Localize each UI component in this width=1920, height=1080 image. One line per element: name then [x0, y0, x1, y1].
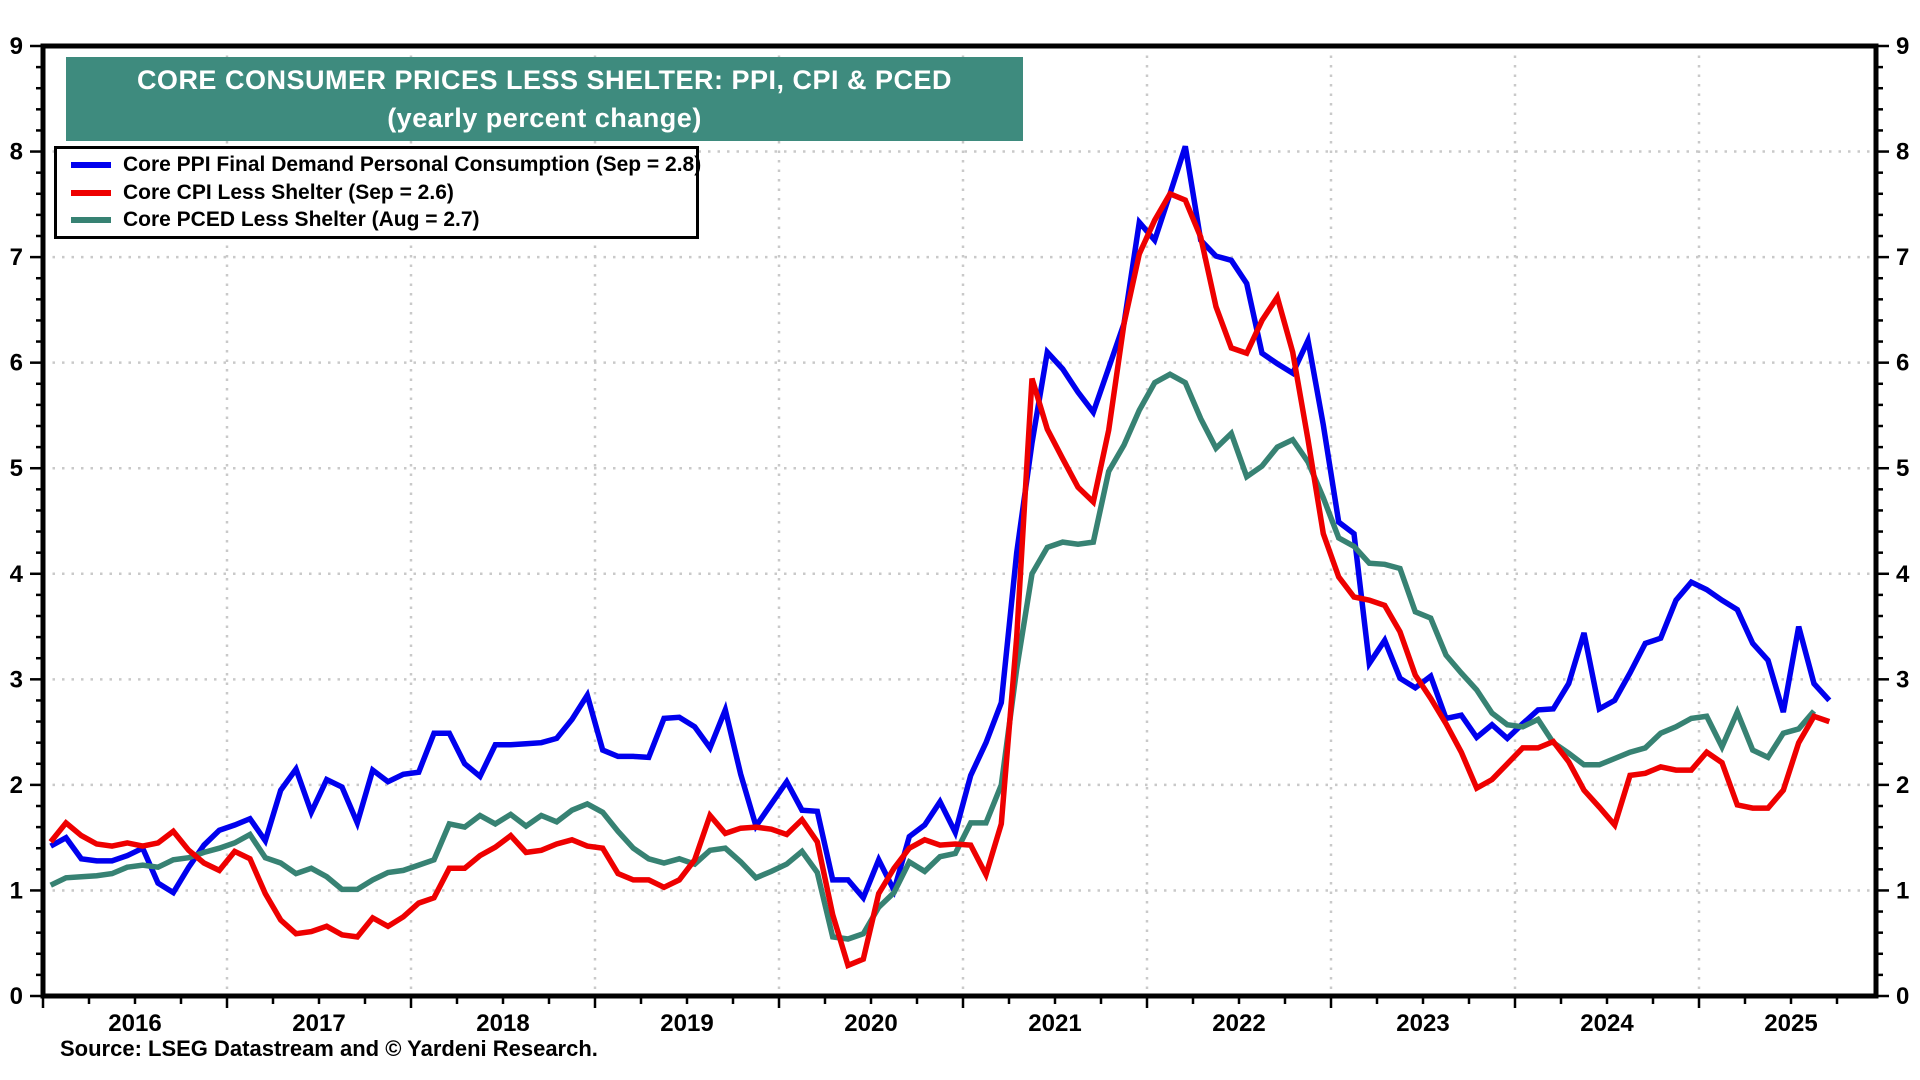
y-label-right-5: 5: [1896, 455, 1909, 482]
y-label-left-1: 1: [10, 877, 23, 904]
x-year-label-2019: 2019: [660, 1010, 713, 1037]
y-label-right-1: 1: [1896, 877, 1909, 904]
x-year-label-2022: 2022: [1212, 1010, 1265, 1037]
chart-title-line1: CORE CONSUMER PRICES LESS SHELTER: PPI, …: [136, 65, 953, 95]
y-label-right-9: 9: [1896, 33, 1909, 60]
pced-line: [49, 371, 1817, 942]
y-label-left-5: 5: [10, 455, 23, 482]
y-label-left-7: 7: [10, 244, 23, 271]
y-label-left-0: 0: [10, 983, 23, 1010]
y-label-right-7: 7: [1896, 244, 1909, 271]
ppi-line-swatch: [71, 162, 111, 169]
y-label-right-0: 0: [1896, 983, 1909, 1010]
y-label-left-3: 3: [10, 666, 23, 693]
y-label-left-4: 4: [10, 561, 24, 588]
y-label-left-2: 2: [10, 772, 23, 799]
x-year-label-2021: 2021: [1028, 1010, 1081, 1037]
legend-row-cpi: Core CPI Less Shelter (Sep = 2.6): [57, 180, 696, 206]
chart-frame: [40, 43, 1879, 999]
y-label-right-2: 2: [1896, 772, 1909, 799]
cpi-legend-label: Core CPI Less Shelter (Sep = 2.6): [123, 180, 454, 204]
ppi-line: [49, 145, 1832, 904]
x-year-label-2024: 2024: [1580, 1010, 1634, 1037]
legend-row-pced: Core PCED Less Shelter (Aug = 2.7): [57, 207, 696, 233]
y-label-right-8: 8: [1896, 139, 1909, 166]
cpi-line-swatch: [71, 189, 111, 196]
x-year-label-2017: 2017: [292, 1010, 345, 1037]
chart-title-band: CORE CONSUMER PRICES LESS SHELTER: PPI, …: [66, 57, 1023, 141]
ppi-legend-label: Core PPI Final Demand Personal Consumpti…: [123, 153, 702, 177]
y-label-right-4: 4: [1896, 561, 1910, 588]
legend: Core PPI Final Demand Personal Consumpti…: [54, 146, 701, 239]
y-label-left-6: 6: [10, 350, 23, 377]
y-label-left-9: 9: [10, 33, 23, 60]
x-year-label-2016: 2016: [108, 1010, 161, 1037]
x-year-label-2025: 2025: [1764, 1010, 1817, 1037]
source-attribution: Source: LSEG Datastream and © Yardeni Re…: [60, 1036, 598, 1061]
x-year-label-2020: 2020: [844, 1010, 897, 1037]
legend-row-ppi: Core PPI Final Demand Personal Consumpti…: [57, 152, 701, 178]
pced-line-swatch: [71, 216, 111, 223]
y-label-right-3: 3: [1896, 666, 1909, 693]
x-year-label-2018: 2018: [476, 1010, 529, 1037]
y-label-right-6: 6: [1896, 350, 1909, 377]
pced-legend-label: Core PCED Less Shelter (Aug = 2.7): [123, 207, 480, 231]
y-label-left-8: 8: [10, 139, 23, 166]
chart-title-line2: (yearly percent change): [387, 103, 702, 133]
x-year-label-2023: 2023: [1396, 1010, 1449, 1037]
cpi-line: [48, 190, 1831, 970]
